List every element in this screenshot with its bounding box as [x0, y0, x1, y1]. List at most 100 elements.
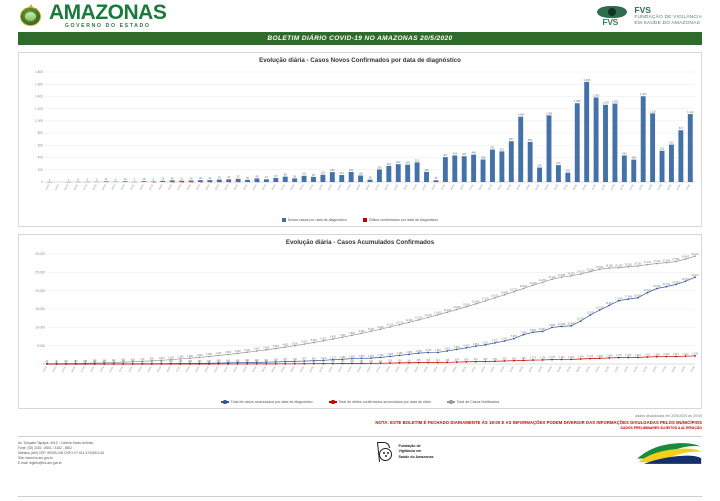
svg-text:27/03: 27/03	[176, 365, 182, 372]
svg-text:559: 559	[274, 359, 279, 362]
page-header: AMAZONAS GOVERNO DO ESTADO FVS FVS FUNDA…	[0, 0, 720, 32]
svg-text:1.105: 1.105	[540, 357, 547, 360]
svg-text:05/05: 05/05	[544, 183, 550, 190]
address-line-1: Av. Torquato Tapajós, 4010 - Colônia San…	[18, 441, 95, 445]
svg-text:19: 19	[236, 361, 239, 364]
svg-text:17.264: 17.264	[615, 297, 623, 300]
svg-text:13/03: 13/03	[45, 183, 51, 190]
footer-fvs-logo: Fundação de Vigilância em Saúde do Amazo…	[376, 441, 433, 463]
svg-text:30/03: 30/03	[205, 183, 211, 190]
page-footer: Av. Torquato Tapajós, 4010 - Colônia San…	[18, 441, 702, 477]
svg-text:05/04: 05/04	[261, 365, 267, 372]
legend-line-accumulated-cases	[220, 399, 229, 405]
legend-swatch-new-cases	[281, 218, 286, 222]
svg-text:27.640: 27.640	[663, 259, 671, 262]
svg-text:14.718: 14.718	[596, 307, 604, 310]
svg-text:0: 0	[56, 361, 58, 364]
svg-text:24.520: 24.520	[577, 271, 585, 274]
svg-text:14: 14	[142, 177, 145, 181]
svg-text:9.500: 9.500	[378, 326, 385, 329]
svg-text:181: 181	[359, 360, 364, 363]
svg-text:0: 0	[104, 361, 106, 364]
svg-text:7.300: 7.300	[339, 334, 346, 337]
svg-text:43: 43	[122, 360, 125, 363]
svg-text:1.990: 1.990	[654, 353, 661, 356]
legend-swatch-deaths	[362, 218, 367, 222]
footer-address-block: Av. Torquato Tapajós, 4010 - Colônia San…	[18, 441, 104, 466]
svg-text:891: 891	[312, 357, 317, 360]
svg-text:11.360: 11.360	[406, 319, 414, 322]
svg-text:531: 531	[490, 145, 495, 149]
svg-text:10/05: 10/05	[591, 183, 597, 190]
svg-text:0: 0	[113, 361, 115, 364]
svg-text:84: 84	[312, 173, 315, 177]
bulletin-title-text: BOLETIM DIÁRIO COVID-19 NO AMAZONAS 20/5…	[267, 35, 453, 42]
svg-text:12/04: 12/04	[328, 365, 334, 372]
svg-text:04/04: 04/04	[252, 183, 258, 190]
svg-text:5.860: 5.860	[311, 339, 318, 342]
svg-text:255: 255	[93, 360, 98, 363]
svg-text:03/05: 03/05	[525, 183, 531, 190]
svg-text:434: 434	[453, 151, 458, 155]
svg-text:19/03: 19/03	[99, 365, 105, 372]
svg-text:69: 69	[303, 360, 306, 363]
svg-text:4.600: 4.600	[282, 344, 289, 347]
address-line-5: E-mail: diginfo@fvs.am.gov.br	[18, 460, 62, 465]
svg-text:06/04: 06/04	[271, 365, 277, 372]
chart2-legend-item-2: Total de Casos Notificados	[446, 399, 499, 405]
svg-text:28/03: 28/03	[186, 183, 192, 190]
svg-text:29.400: 29.400	[691, 253, 699, 256]
svg-text:259: 259	[217, 360, 222, 363]
svg-text:20/05: 20/05	[690, 365, 696, 372]
svg-text:41: 41	[274, 360, 277, 363]
svg-text:512: 512	[660, 147, 665, 151]
svg-text:01/04: 01/04	[224, 183, 230, 190]
svg-text:1: 1	[46, 361, 48, 364]
svg-text:20/05: 20/05	[685, 183, 691, 190]
svg-text:10.720: 10.720	[396, 321, 404, 324]
svg-text:19.720: 19.720	[510, 288, 518, 291]
svg-text:410: 410	[112, 359, 117, 362]
svg-text:300: 300	[398, 360, 403, 363]
svg-text:15/05: 15/05	[642, 365, 648, 372]
svg-text:80: 80	[55, 360, 58, 363]
disclaimer-note-line1: NOTA: ESTE BOLETIM É FECHADO DIARIAMENTE…	[375, 420, 702, 425]
svg-text:1.200: 1.200	[35, 107, 43, 111]
svg-text:31/03: 31/03	[214, 183, 220, 190]
svg-text:1.010: 1.010	[320, 357, 327, 360]
svg-text:4.415: 4.415	[463, 344, 470, 347]
svg-text:23.120: 23.120	[548, 276, 556, 279]
svg-text:15/04: 15/04	[356, 183, 362, 190]
address-line-3: Manaus (AM) CEP: 69093-018 CNPJ: 07.514.…	[18, 450, 104, 455]
chart1-plot-area: 0 200 400 600 800 1.000 1.200 1.400 1.600 1.800 1 1…	[19, 66, 701, 216]
disclaimer-note-line2: DADOS PRELIMINARES SUJEITOS A ALTERAÇÃO	[620, 426, 702, 430]
svg-text:23/04: 23/04	[431, 183, 437, 190]
svg-text:13/05: 13/05	[619, 183, 625, 190]
svg-text:25.832: 25.832	[596, 266, 604, 269]
svg-text:12/05: 12/05	[614, 365, 620, 372]
data-updated-note: dados atualizados em 20/5/2020 às 19:00	[635, 414, 702, 418]
svg-text:2.074: 2.074	[673, 353, 680, 356]
svg-text:10.256: 10.256	[558, 323, 566, 326]
svg-text:19/03: 19/03	[101, 183, 107, 190]
svg-text:1.263: 1.263	[568, 356, 575, 359]
svg-text:18.020: 18.020	[491, 295, 499, 298]
svg-text:28/04: 28/04	[480, 365, 486, 372]
svg-text:3.153: 3.153	[435, 349, 442, 352]
svg-text:667: 667	[509, 137, 514, 141]
svg-text:501: 501	[500, 147, 505, 151]
svg-text:2: 2	[170, 361, 172, 364]
svg-text:27.400: 27.400	[653, 260, 661, 263]
svg-text:23/03: 23/03	[139, 183, 145, 190]
svg-text:30.000: 30.000	[35, 252, 45, 256]
svg-text:1.172: 1.172	[330, 356, 337, 359]
svg-text:9.980: 9.980	[549, 324, 556, 327]
svg-text:800: 800	[38, 131, 44, 135]
svg-text:26/04: 26/04	[461, 365, 467, 372]
svg-text:25.186: 25.186	[587, 268, 595, 271]
svg-text:6.320: 6.320	[320, 337, 327, 340]
daily-new-cases-panel: Evolução diária - Casos Novos Confirmado…	[18, 52, 702, 227]
svg-text:20/03: 20/03	[111, 183, 117, 190]
svg-text:2.204: 2.204	[692, 353, 699, 356]
svg-text:26.258: 26.258	[615, 264, 623, 267]
